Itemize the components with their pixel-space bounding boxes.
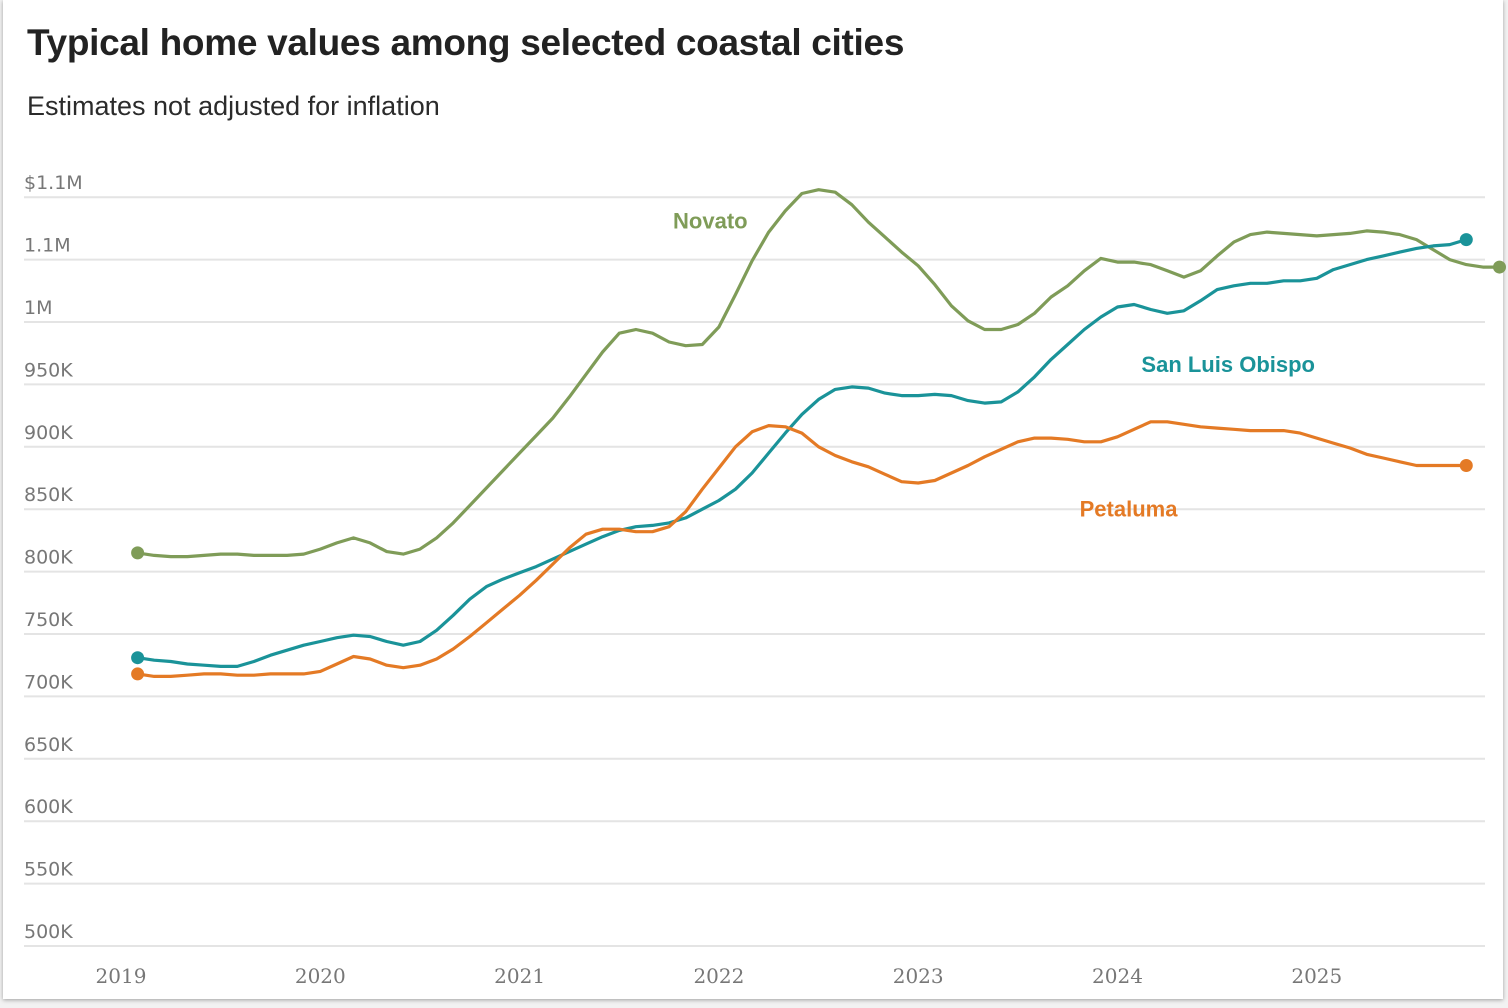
series-start-dot-novato <box>131 546 145 560</box>
y-tick-label: 850K <box>24 484 73 506</box>
x-tick-label: 2024 <box>1092 964 1143 988</box>
y-tick-label: 1.1M <box>24 235 71 257</box>
x-tick-label: 2025 <box>1291 964 1342 988</box>
series-line-san-luis-obispo <box>136 238 1468 668</box>
chart-card: Typical home values among selected coast… <box>3 0 1503 999</box>
x-tick-label: 2019 <box>96 964 147 988</box>
y-tick-label: $1.1M <box>24 172 83 194</box>
y-tick-label: 700K <box>24 671 73 693</box>
y-tick-label: 750K <box>24 609 73 631</box>
series-label-novato: Novato <box>673 208 748 233</box>
chart-subtitle: Estimates not adjusted for inflation <box>27 91 440 121</box>
y-tick-label: 650K <box>24 734 73 756</box>
y-tick-label: 900K <box>24 422 73 444</box>
series-start-dot-san-luis-obispo <box>131 651 145 665</box>
y-tick-label: 600K <box>24 796 73 818</box>
series-line-petaluma <box>136 420 1468 678</box>
series-lines <box>131 188 1506 681</box>
series-label-san-luis-obispo: San Luis Obispo <box>1141 352 1315 377</box>
chart-title: Typical home values among selected coast… <box>27 22 905 63</box>
gridlines <box>24 196 1485 947</box>
y-axis-ticks: 500K 550K 600K 650K 700K 750K 800K 850K 900K 950K… <box>24 172 83 943</box>
x-tick-label: 2020 <box>295 964 346 988</box>
y-tick-label: 1M <box>24 297 52 319</box>
series-label-petaluma: Petaluma <box>1080 497 1179 522</box>
series-line-novato <box>136 188 1502 559</box>
y-tick-label: 550K <box>24 859 73 881</box>
x-axis-ticks: 2019 2020 2021 2022 2023 2024 2025 <box>96 964 1343 988</box>
series-start-dot-petaluma <box>131 667 145 681</box>
y-tick-label: 500K <box>24 921 73 943</box>
x-tick-label: 2021 <box>494 964 545 988</box>
y-tick-label: 950K <box>24 359 73 381</box>
series-end-dot-san-luis-obispo <box>1459 233 1473 247</box>
x-tick-label: 2022 <box>693 964 744 988</box>
y-tick-label: 800K <box>24 547 73 569</box>
series-labels: Novato San Luis Obispo Petaluma <box>673 208 1315 521</box>
x-tick-label: 2023 <box>893 964 944 988</box>
series-end-dot-novato <box>1492 260 1506 274</box>
series-end-dot-petaluma <box>1459 459 1473 473</box>
